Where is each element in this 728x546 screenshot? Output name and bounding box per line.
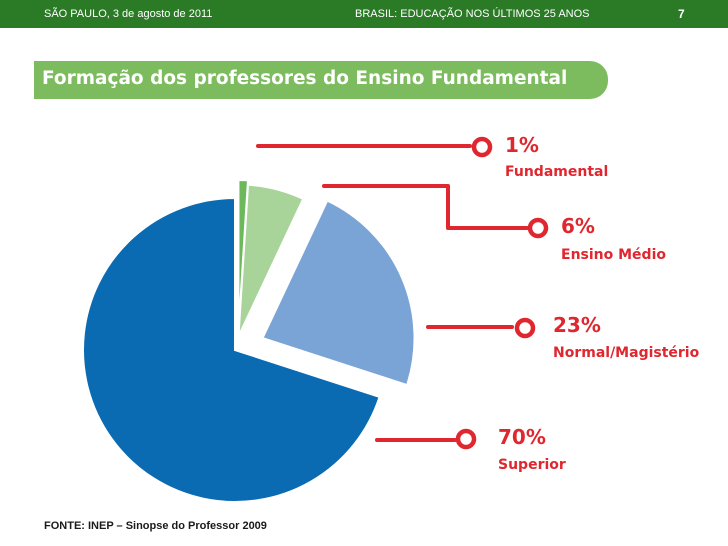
data-label-value-4: 70% <box>498 425 546 449</box>
pie-slice-3 <box>261 199 416 387</box>
data-label-category-4: Superior <box>498 457 566 473</box>
callout-marker-1 <box>471 136 493 158</box>
data-label-value-1: 1% <box>505 133 539 157</box>
data-label-value-2: 6% <box>561 214 595 238</box>
header-location-date: SÃO PAULO, 3 de agosto de 2011 <box>44 8 213 20</box>
header-subject: BRASIL: EDUCAÇÃO NOS ÚLTIMOS 25 ANOS <box>355 8 590 20</box>
data-label-category-1: Fundamental <box>505 164 608 180</box>
data-label-category-3: Normal/Magistério <box>553 345 700 361</box>
source-note: FONTE: INEP – Sinopse do Professor 2009 <box>44 520 267 532</box>
title-banner: Formação dos professores do Ensino Funda… <box>34 61 608 99</box>
page-title: Formação dos professores do Ensino Funda… <box>42 68 568 89</box>
pie-slice-4 <box>82 196 381 503</box>
callout-marker-2 <box>527 217 549 239</box>
data-label-value-3: 23% <box>553 313 601 337</box>
page-number: 7 <box>678 7 685 21</box>
header-bar: SÃO PAULO, 3 de agosto de 2011 BRASIL: E… <box>0 0 728 28</box>
callout-line-2 <box>322 184 529 230</box>
pie-slice-2 <box>237 183 305 337</box>
callout-marker-3 <box>514 317 536 339</box>
callout-marker-4 <box>455 428 477 450</box>
data-label-category-2: Ensino Médio <box>561 247 666 263</box>
